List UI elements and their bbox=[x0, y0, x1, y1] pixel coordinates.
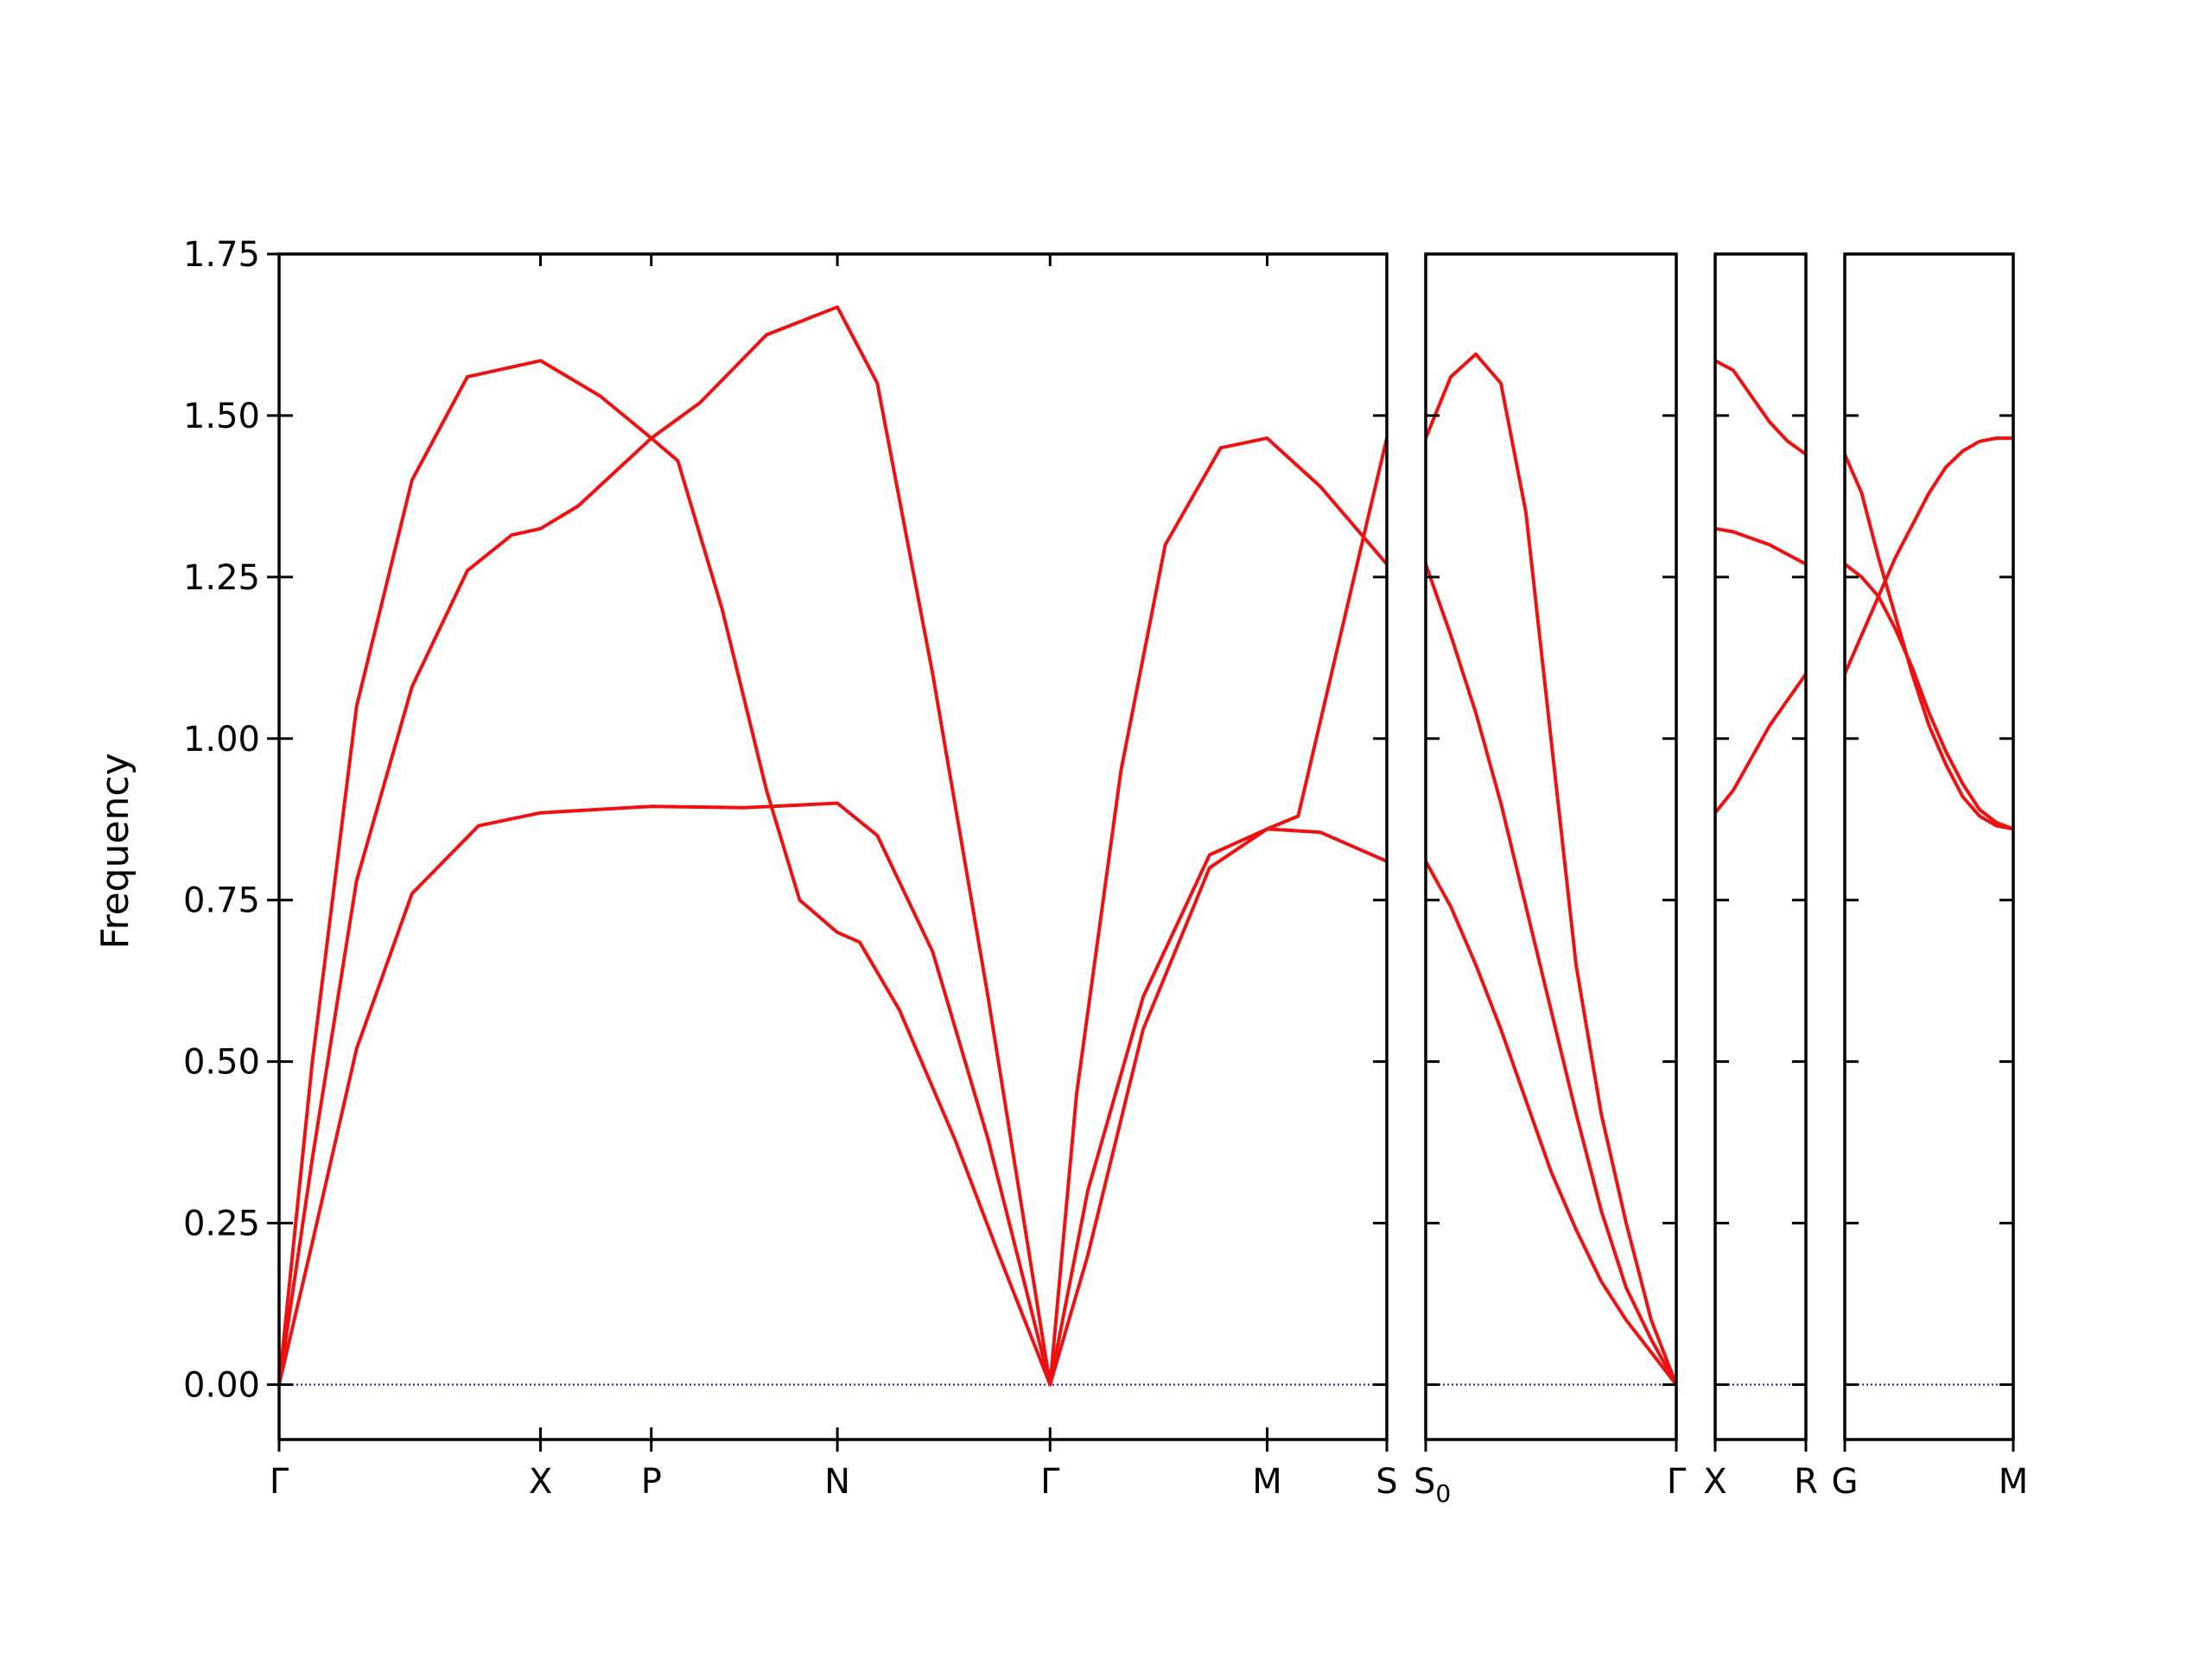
band-3 bbox=[279, 801, 1387, 1387]
x-tick-label: S bbox=[1376, 1462, 1397, 1502]
x-tick-label: P bbox=[641, 1462, 662, 1502]
band-2 bbox=[279, 436, 1387, 1387]
panel-frame bbox=[1713, 252, 1808, 1441]
x-tick-label-subscript: 0 bbox=[1435, 1479, 1451, 1508]
band-2 bbox=[1426, 563, 1676, 1386]
band-1 bbox=[1426, 352, 1676, 1386]
y-axis-label: Frequency bbox=[93, 753, 137, 949]
panel-2: S0 Γ bbox=[1414, 252, 1687, 1508]
x-tick-label: M bbox=[1999, 1462, 2029, 1502]
panel-frame bbox=[1424, 252, 1678, 1441]
band-1 bbox=[1845, 454, 2013, 831]
panel-frame bbox=[277, 252, 1389, 1441]
x-tick-label: X bbox=[529, 1462, 552, 1502]
x-tick-label: Γ bbox=[270, 1462, 289, 1502]
band-2 bbox=[1715, 526, 1806, 566]
band-2 bbox=[1845, 563, 2013, 831]
x-tick-label: X bbox=[1703, 1462, 1726, 1502]
panel-frame bbox=[1843, 252, 2015, 1441]
y-tick-label: 1.00 bbox=[183, 720, 260, 760]
band-1 bbox=[279, 305, 1387, 1387]
band-3 bbox=[1426, 860, 1676, 1386]
y-tick-label: 0.75 bbox=[183, 881, 260, 921]
y-tick-label: 0.50 bbox=[183, 1043, 260, 1083]
x-tick-label: M bbox=[1252, 1462, 1282, 1502]
x-tick-label: G bbox=[1832, 1462, 1859, 1502]
x-tick-label: R bbox=[1794, 1462, 1818, 1502]
x-tick-label: N bbox=[824, 1462, 850, 1502]
band-3 bbox=[1715, 672, 1806, 814]
y-tick-label: 0.00 bbox=[183, 1365, 260, 1405]
x-tick-label: Γ bbox=[1040, 1462, 1060, 1502]
panel-1: 0.00 0.25 0.50 0.75 1.00 1.25 1.50 1.75 Γ X P N Γ M S bbox=[183, 235, 1398, 1502]
band-1 bbox=[1715, 359, 1806, 456]
panels-layer: 0.000.250.500.751.001.251.501.75Γ X P N Γ M S S… bbox=[183, 235, 2028, 1508]
y-tick-label: 0.25 bbox=[183, 1205, 260, 1244]
y-tick-label: 1.75 bbox=[183, 235, 260, 275]
band-3 bbox=[1845, 436, 2013, 675]
y-tick-label: 1.50 bbox=[183, 397, 260, 436]
y-tick-label: 1.25 bbox=[183, 558, 260, 598]
x-tick-label: Γ bbox=[1667, 1462, 1687, 1502]
x-tick-label: S0 bbox=[1414, 1462, 1451, 1508]
